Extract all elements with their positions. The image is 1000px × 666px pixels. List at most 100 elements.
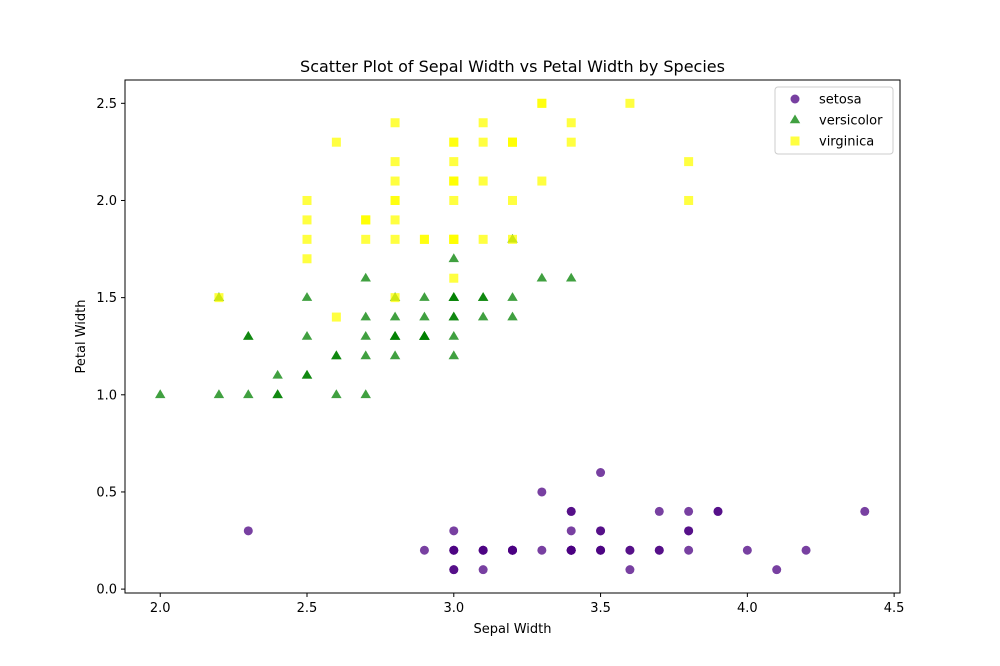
x-tick-label: 3.5: [590, 601, 611, 616]
versicolor-point: [360, 272, 371, 282]
versicolor-point: [448, 331, 460, 340]
x-tick-label: 4.0: [737, 601, 758, 616]
versicolor-point: [419, 292, 430, 301]
x-tick-label: 2.0: [150, 601, 171, 616]
setosa-point: [684, 506, 694, 516]
x-tick-label: 3.0: [443, 601, 464, 616]
virginica-point: [508, 137, 517, 147]
setosa-point: [860, 506, 870, 516]
setosa-point: [508, 545, 517, 555]
virginica-point: [419, 234, 429, 244]
versicolor-point: [155, 389, 166, 399]
versicolor-point: [243, 331, 254, 340]
chart-title: Scatter Plot of Sepal Width vs Petal Wid…: [300, 57, 725, 76]
virginica-point: [331, 312, 341, 322]
virginica-point: [390, 118, 400, 128]
x-tick-label: 2.5: [297, 601, 318, 616]
versicolor-point: [301, 331, 313, 340]
legend: setosa versicolor virginica: [774, 86, 894, 155]
x-axis-title: Sepal Width: [474, 622, 552, 637]
virginica-point: [390, 293, 400, 303]
versicolor-point: [360, 331, 371, 340]
setosa-point: [566, 526, 576, 536]
virginica-point: [390, 234, 400, 244]
virginica-point: [508, 195, 517, 205]
setosa-point: [419, 545, 429, 555]
virginica-point: [449, 234, 459, 244]
y-tick-label: 0.5: [96, 485, 117, 500]
virginica-point: [302, 195, 312, 205]
virginica-point: [361, 215, 371, 225]
virginica-point: [508, 234, 517, 244]
setosa-point: [684, 545, 694, 555]
virginica-point: [449, 157, 459, 167]
legend-box: [774, 86, 894, 155]
setosa-point: [243, 526, 253, 536]
virginica-point: [478, 234, 488, 244]
y-tick-label: 2.5: [96, 97, 117, 112]
setosa-point: [654, 545, 664, 555]
virginica-point: [331, 137, 341, 147]
x-tick-label: 4.5: [884, 601, 905, 616]
y-axis-title: Petal Width: [74, 300, 89, 374]
setosa-point: [478, 565, 488, 575]
setosa-point: [742, 545, 752, 555]
virginica-point: [214, 293, 224, 303]
versicolor-point: [389, 331, 401, 340]
versicolor-point: [360, 311, 371, 321]
setosa-point: [449, 526, 459, 536]
versicolor-point: [448, 292, 460, 301]
versicolor-point: [507, 292, 518, 301]
virginica-point: [302, 215, 312, 225]
virginica-point: [537, 98, 547, 108]
plot-points: [155, 98, 870, 575]
versicolor-point: [419, 331, 430, 340]
versicolor-point: [477, 311, 489, 321]
virginica-point: [684, 195, 694, 205]
setosa-point: [801, 545, 811, 555]
versicolor-point: [272, 369, 283, 379]
y-tick-label: 2.0: [96, 194, 117, 209]
virginica-point: [302, 234, 312, 244]
setosa-point: [596, 468, 606, 478]
setosa-point: [596, 526, 606, 536]
setosa-point: [537, 487, 547, 497]
legend-marker-setosa: [790, 94, 800, 104]
legend-label-setosa: setosa: [819, 93, 862, 108]
setosa-point: [449, 545, 459, 555]
versicolor-point: [213, 389, 225, 399]
versicolor-point: [301, 369, 313, 379]
virginica-point: [390, 195, 400, 205]
y-tick-label: 1.5: [96, 291, 117, 306]
setosa-point: [449, 565, 459, 575]
versicolor-point: [448, 350, 460, 360]
versicolor-point: [331, 389, 342, 399]
virginica-point: [537, 176, 547, 186]
setosa-point: [654, 506, 664, 516]
virginica-point: [478, 176, 488, 186]
versicolor-point: [507, 311, 518, 321]
x-axis: 2.0 2.5 3.0 3.5 4.0 4.5: [150, 593, 905, 616]
virginica-point: [390, 176, 400, 186]
virginica-point: [478, 137, 488, 147]
virginica-point: [449, 273, 459, 283]
setosa-point: [596, 545, 606, 555]
versicolor-point: [243, 389, 254, 399]
virginica-point: [449, 195, 459, 205]
versicolor-point: [477, 292, 489, 301]
plot-frame: [124, 79, 901, 594]
versicolor-point: [272, 389, 283, 399]
versicolor-point: [301, 292, 313, 301]
virginica-point: [566, 137, 576, 147]
versicolor-point: [419, 311, 430, 321]
virginica-point: [625, 98, 635, 108]
versicolor-point: [448, 253, 460, 263]
setosa-point: [625, 565, 635, 575]
y-axis: 0.0 0.5 1.0 1.5 2.0 2.5: [96, 97, 125, 598]
virginica-point: [390, 215, 400, 225]
versicolor-point: [565, 272, 577, 282]
legend-marker-virginica: [790, 136, 800, 146]
legend-label-versicolor: versicolor: [819, 114, 883, 129]
virginica-point: [449, 137, 459, 147]
